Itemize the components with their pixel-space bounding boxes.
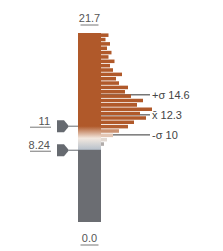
svg-text:x̄ 12.3: x̄ 12.3 [152,109,182,121]
svg-text:8.24: 8.24 [29,139,50,151]
svg-text:11: 11 [39,115,50,127]
svg-text:21.7: 21.7 [79,12,100,24]
svg-text:-σ 10: -σ 10 [152,129,178,141]
svg-text:+σ 14.6: +σ 14.6 [152,89,190,101]
svg-text:0.0: 0.0 [82,232,97,244]
